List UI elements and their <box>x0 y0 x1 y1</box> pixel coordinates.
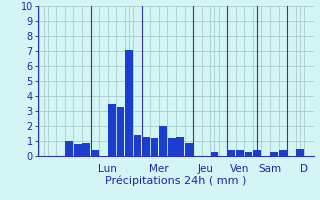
Bar <box>279 150 287 156</box>
Bar <box>228 150 236 156</box>
Bar <box>134 135 141 156</box>
Text: Sam: Sam <box>259 164 282 174</box>
Bar <box>270 152 278 156</box>
Bar <box>91 150 99 156</box>
Bar <box>296 148 304 156</box>
Text: Lun: Lun <box>98 164 117 174</box>
Bar <box>108 104 116 156</box>
Bar <box>236 150 244 156</box>
Bar <box>83 142 90 156</box>
Bar <box>65 141 73 156</box>
Bar <box>211 152 218 156</box>
Text: Ven: Ven <box>230 164 250 174</box>
Text: Jeu: Jeu <box>198 164 214 174</box>
Bar <box>116 106 124 156</box>
Text: D: D <box>300 164 308 174</box>
Bar <box>125 49 133 156</box>
Bar <box>176 137 184 156</box>
Bar <box>159 126 167 156</box>
Text: Mer: Mer <box>149 164 169 174</box>
Bar <box>168 138 176 156</box>
Bar <box>245 152 252 156</box>
Bar <box>253 150 261 156</box>
Bar <box>74 144 82 156</box>
Bar <box>151 138 158 156</box>
Bar <box>142 137 150 156</box>
Bar <box>185 142 193 156</box>
X-axis label: Précipitations 24h ( mm ): Précipitations 24h ( mm ) <box>105 175 247 186</box>
